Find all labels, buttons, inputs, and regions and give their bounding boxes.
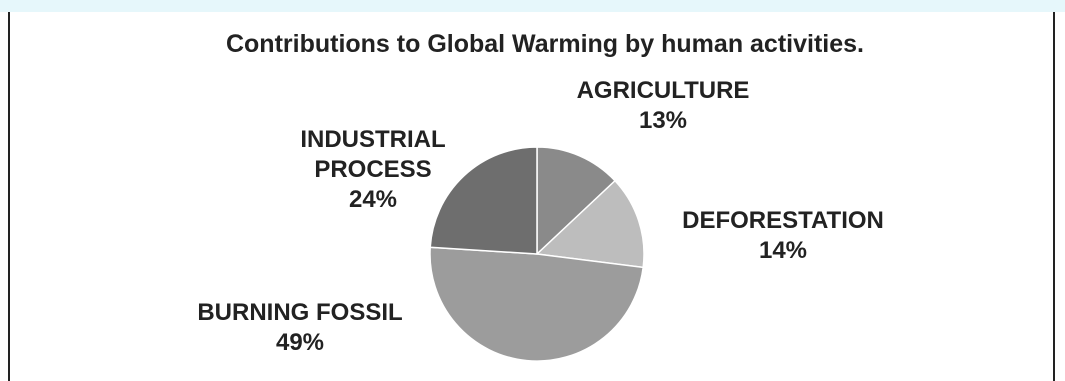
slice-value-label-industrial-process: 24%	[349, 186, 397, 213]
slice-name-label-deforestation: DEFORESTATION	[682, 207, 884, 234]
slice-agriculture	[536, 146, 617, 256]
slice-industrial-process	[429, 146, 538, 255]
pie-labels: AGRICULTURE 13% DEFORESTATION 14% BURNING FO…	[197, 77, 884, 356]
pie-slices	[429, 146, 645, 362]
slice-burning-fossil	[429, 246, 644, 362]
slice-value-label-agriculture: 13%	[639, 107, 687, 134]
slice-value-label-burning-fossil: 49%	[276, 329, 324, 356]
slice-value-label-deforestation: 14%	[759, 237, 807, 264]
top-band	[0, 0, 1065, 12]
slice-name-label-industrial-process: INDUSTRIAL	[300, 126, 445, 153]
slice-name-label-industrial-process: PROCESS	[314, 156, 431, 183]
chart-title: Contributions to Global Warming by human…	[226, 30, 864, 58]
slice-name-label-agriculture: AGRICULTURE	[577, 77, 750, 104]
slice-name-label-burning-fossil: BURNING FOSSIL	[197, 299, 402, 326]
slice-deforestation	[535, 179, 645, 269]
